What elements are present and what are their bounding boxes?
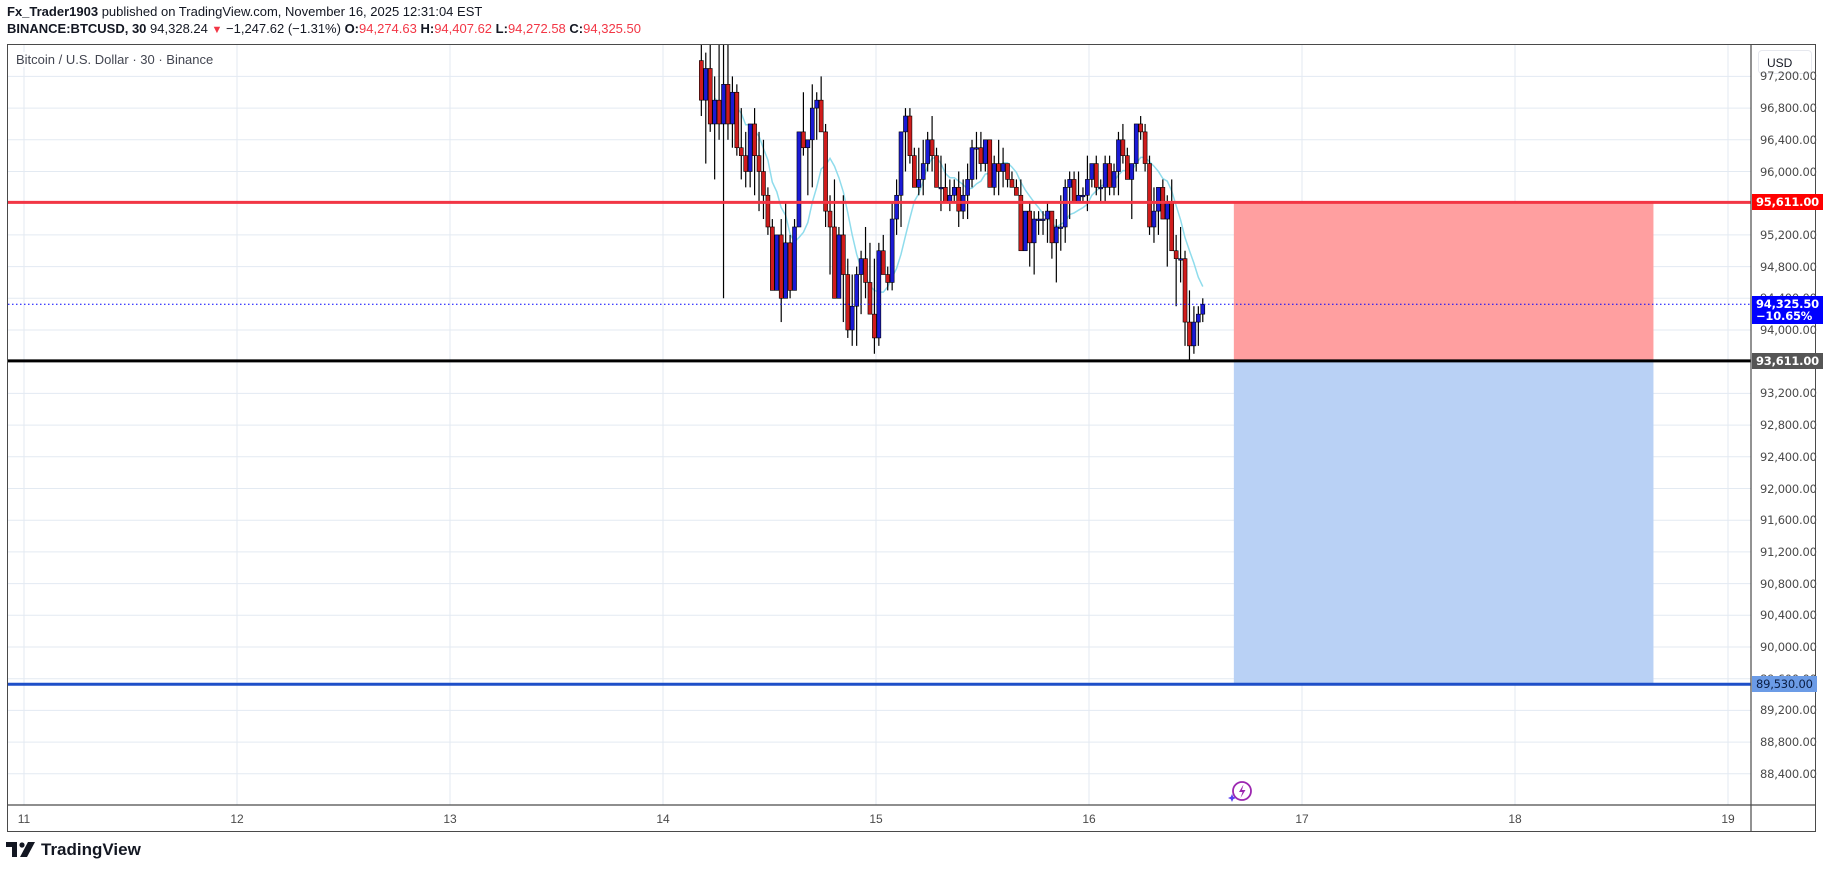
price-axis-label: 92,000.00 [1760,481,1817,496]
price-axis-label: 97,200.00 [1760,69,1817,84]
close-label: C: [569,21,584,36]
time-axis-label: 16 [1082,812,1096,826]
price-axis-label: 96,800.00 [1760,101,1817,116]
current-price: 94,325.50 [1756,297,1819,312]
price-axis-label: 96,000.00 [1760,164,1817,179]
high-label: H: [420,21,435,36]
price-axis-label: 94,800.00 [1760,259,1817,274]
time-axis-label: 19 [1721,812,1735,826]
tradingview-logo[interactable]: TradingView [6,840,141,860]
symbol-ohlc-line: BINANCE:BTCUSD, 30 94,328.24 ▼ −1,247.62… [7,21,641,38]
lightning-alert-icon[interactable] [1226,780,1254,804]
time-axis-label: 11 [17,812,31,826]
chart-legend[interactable]: Bitcoin / U.S. Dollar · 30 · Binance [14,52,216,67]
high-value: 94,407.62 [434,21,493,36]
price-axis-label: 92,800.00 [1760,418,1817,433]
price-change: −1,247.62 (−1.31%) [226,21,341,36]
price-axis-label: 93,200.00 [1760,386,1817,401]
take-profit-zone [1233,360,1654,685]
price-axis-label: 91,600.00 [1760,513,1817,528]
stop-price-tag: 95,611.00 [1752,194,1823,211]
price-axis-label: 95,200.00 [1760,227,1817,242]
horizontal-lines[interactable] [8,200,1751,686]
symbol: BINANCE:BTCUSD, 30 [7,21,147,36]
low-value: 94,272.58 [507,21,566,36]
price-axis-label: 96,400.00 [1760,132,1817,147]
tradingview-logo-icon [6,842,35,857]
publish-info: Fx_Trader1903 published on TradingView.c… [7,4,482,20]
chart-frame [7,44,1816,832]
stop-loss-zone [1233,202,1654,361]
price-axis-label: 88,400.00 [1760,766,1817,781]
down-triangle-icon: ▼ [211,24,223,36]
last-price: 94,328.24 [150,21,208,36]
time-axis-label: 14 [656,812,670,826]
low-label: L: [495,21,508,36]
time-axis-label: 13 [443,812,457,826]
current-change: −10.65% [1756,309,1813,324]
price-axis-label: 94,000.00 [1760,323,1817,337]
candles [699,45,1206,362]
time-axis-label: 17 [1295,812,1309,826]
current-price-tag: 94,325.50 −10.65% [1752,296,1823,325]
time-axis-label: 12 [230,812,244,826]
price-axis-label: 90,000.00 [1760,640,1817,654]
close-value: 94,325.50 [583,21,641,36]
tradingview-brand: TradingView [41,840,141,859]
position-tool[interactable] [1233,202,1654,685]
price-axis-label: 90,800.00 [1760,576,1817,591]
price-axis-label: 91,200.00 [1760,544,1817,559]
open-label: O: [344,21,360,36]
open-value: 94,274.63 [359,21,417,36]
time-axis-label: 18 [1508,812,1522,826]
publisher-name: Fx_Trader1903 [7,4,99,19]
published-text: published on TradingView.com, November 1… [98,4,483,19]
entry-price-tag: 93,611.00 [1752,352,1823,369]
time-axis-label: 15 [869,812,883,826]
price-axis-label: 88,800.00 [1760,735,1817,750]
axes-borders [7,44,1816,832]
price-axis-label: 89,200.00 [1760,703,1817,718]
price-axis-label: 92,400.00 [1760,449,1817,464]
currency-selector[interactable]: USD [1758,50,1812,74]
price-axis-label: 90,400.00 [1760,608,1817,623]
target-price-tag: 89,530.00 [1752,676,1817,693]
